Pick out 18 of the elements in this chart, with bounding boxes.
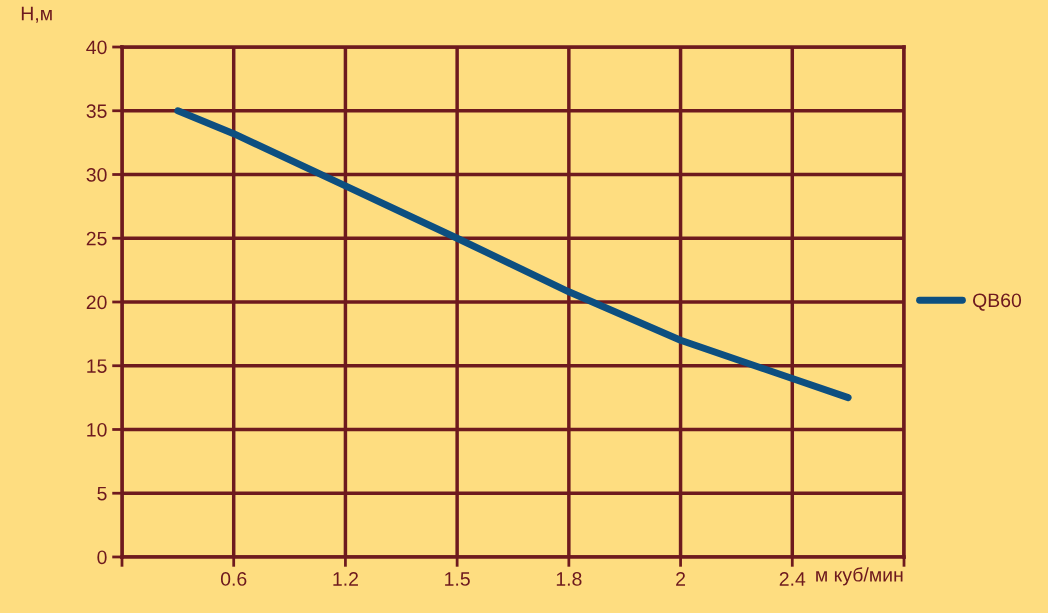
y-tick-label: 25	[86, 231, 107, 246]
x-tick-label: 1.8	[556, 572, 582, 586]
y-axis-title: Н,м	[21, 6, 52, 23]
y-tick-label: 35	[86, 104, 107, 118]
x-tick-label: 1.5	[445, 572, 470, 586]
x-tick-label: 2.4	[779, 572, 806, 586]
y-tick-label: 0	[97, 550, 107, 565]
y-tick-label: 40	[86, 40, 107, 55]
x-tick-label: 1.2	[333, 572, 358, 586]
x-tick-label: 2	[676, 572, 685, 586]
legend-label: QB60	[973, 293, 1022, 311]
y-tick-label: 20	[86, 295, 107, 310]
x-tick-label: 0.6	[220, 572, 247, 586]
y-tick-label: 15	[87, 359, 107, 373]
x-axis-title: м куб/мин	[816, 567, 903, 586]
y-tick-label: 30	[86, 167, 107, 182]
y-tick-label: 5	[97, 486, 107, 501]
y-tick-label: 10	[87, 422, 107, 437]
